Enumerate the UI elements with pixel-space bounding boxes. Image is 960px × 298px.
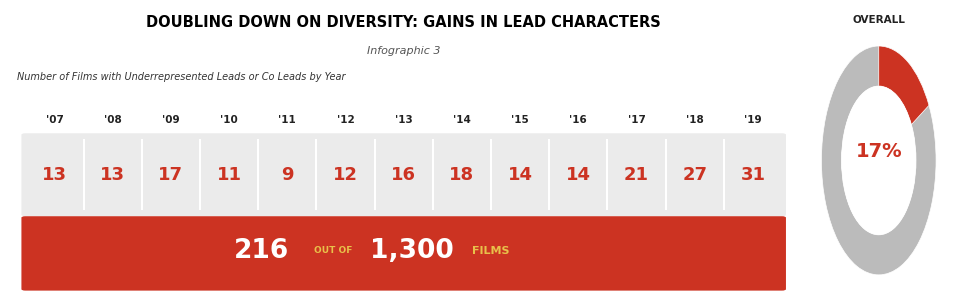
Text: 16: 16 xyxy=(391,166,417,184)
Text: OVERALL: OVERALL xyxy=(852,15,905,24)
Text: 14: 14 xyxy=(565,166,590,184)
Text: '18: '18 xyxy=(685,115,704,125)
Text: '19: '19 xyxy=(744,115,761,125)
Text: 11: 11 xyxy=(217,166,242,184)
Text: '12: '12 xyxy=(337,115,354,125)
Text: DOUBLING DOWN ON DIVERSITY: GAINS IN LEAD CHARACTERS: DOUBLING DOWN ON DIVERSITY: GAINS IN LEA… xyxy=(146,15,661,30)
Text: '16: '16 xyxy=(569,115,588,125)
Text: '08: '08 xyxy=(104,115,122,125)
Text: 17%: 17% xyxy=(855,142,902,161)
Text: 1,300: 1,300 xyxy=(370,238,453,263)
Text: 13: 13 xyxy=(100,166,125,184)
Text: 27: 27 xyxy=(683,166,708,184)
Text: 31: 31 xyxy=(740,166,765,184)
Text: '09: '09 xyxy=(162,115,180,125)
Text: '10: '10 xyxy=(220,115,238,125)
Text: Infographic 3: Infographic 3 xyxy=(367,46,441,56)
Text: 216: 216 xyxy=(234,238,290,263)
Text: '17: '17 xyxy=(628,115,645,125)
Text: 13: 13 xyxy=(42,166,67,184)
Text: '11: '11 xyxy=(278,115,296,125)
Circle shape xyxy=(842,86,916,235)
Wedge shape xyxy=(822,46,936,275)
Text: '07: '07 xyxy=(45,115,63,125)
Text: '14: '14 xyxy=(453,115,470,125)
Text: FILMS: FILMS xyxy=(471,246,509,256)
FancyBboxPatch shape xyxy=(21,216,786,291)
Text: 14: 14 xyxy=(508,166,533,184)
Text: 18: 18 xyxy=(449,166,474,184)
Text: '15: '15 xyxy=(512,115,529,125)
Text: 17: 17 xyxy=(158,166,183,184)
Wedge shape xyxy=(878,46,929,125)
FancyBboxPatch shape xyxy=(21,133,786,216)
Text: 12: 12 xyxy=(333,166,358,184)
Text: Number of Films with Underrepresented Leads or Co Leads by Year: Number of Films with Underrepresented Le… xyxy=(17,72,346,82)
Text: 9: 9 xyxy=(281,166,294,184)
Text: '13: '13 xyxy=(395,115,413,125)
Text: 21: 21 xyxy=(624,166,649,184)
Text: OUT OF: OUT OF xyxy=(314,246,352,255)
